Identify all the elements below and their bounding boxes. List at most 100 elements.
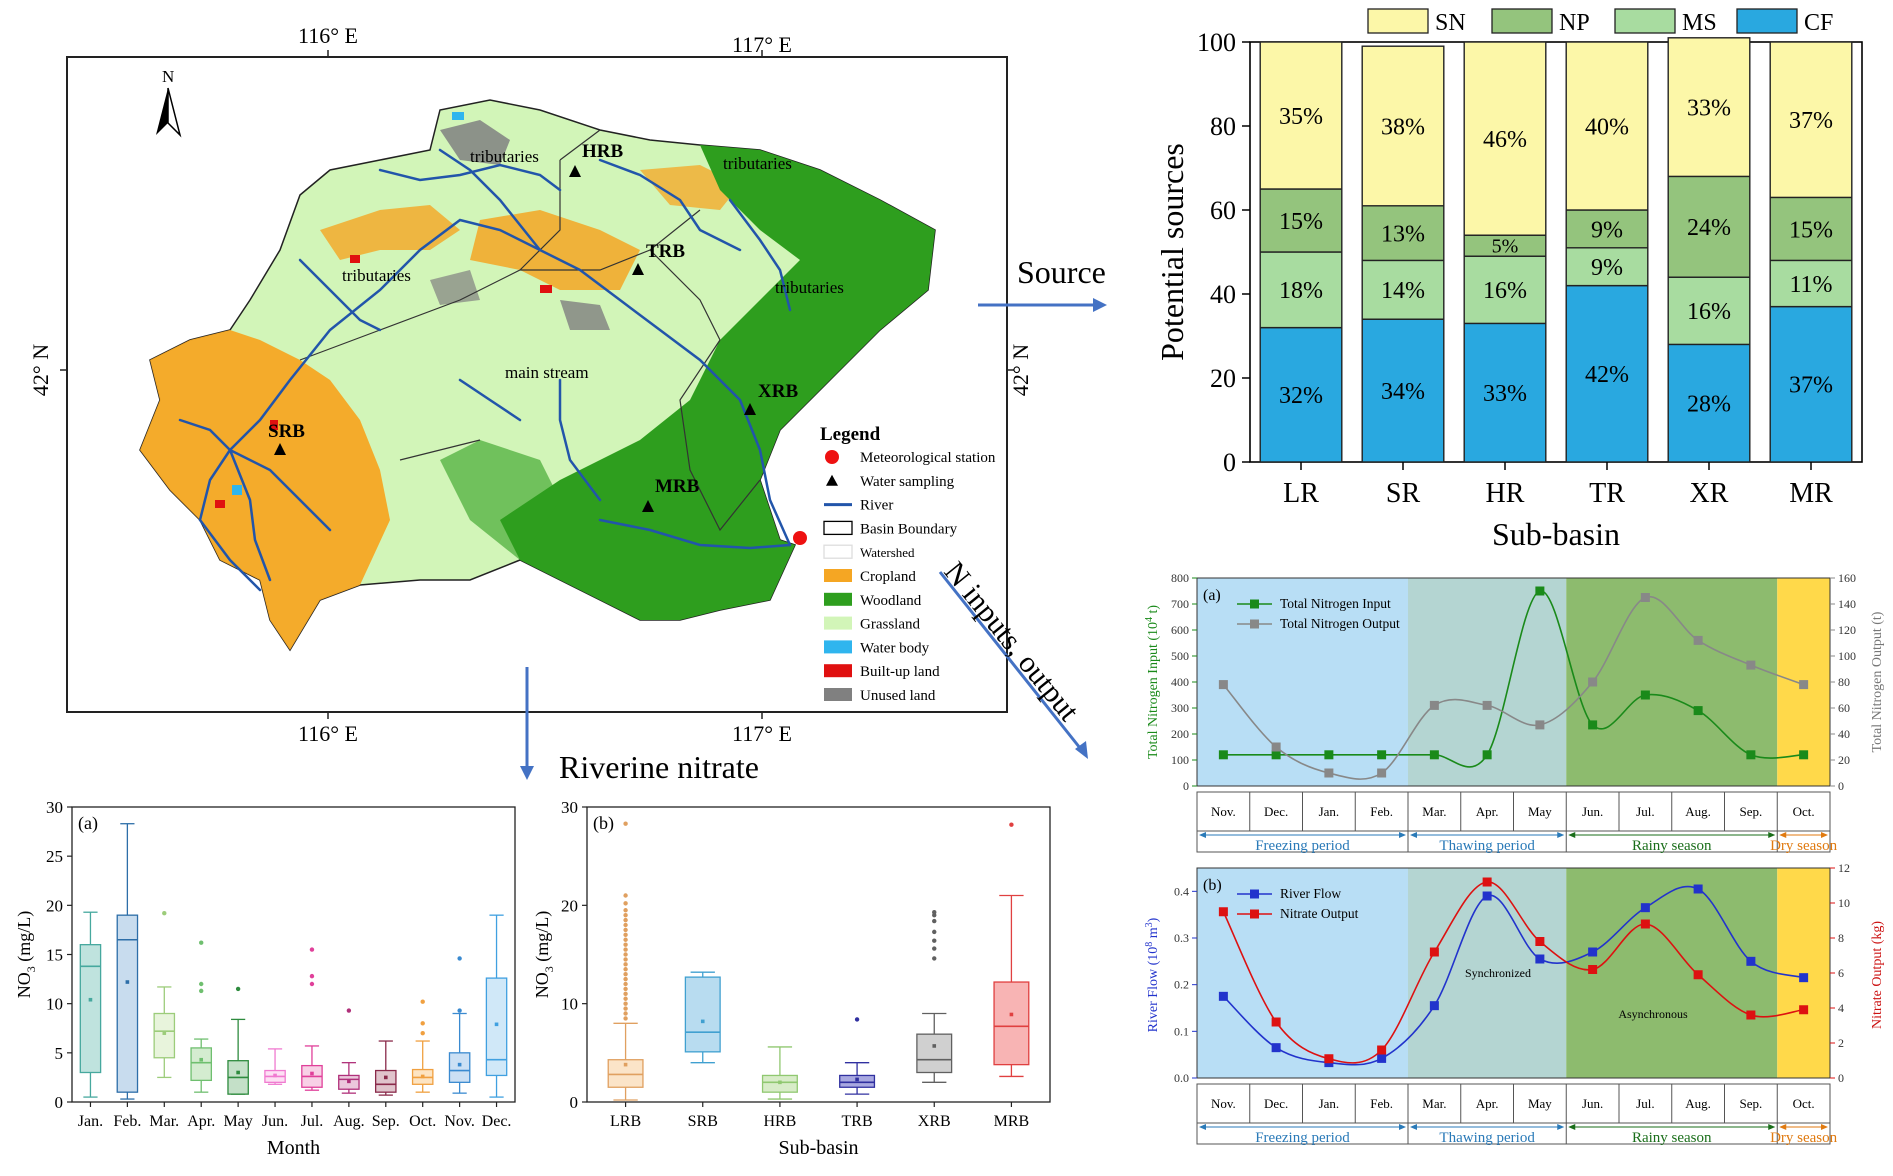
- box-outlier: [932, 918, 937, 924]
- y-left-tick-label: 600: [1171, 623, 1189, 637]
- box-outlier: [623, 893, 628, 898]
- y-right-tick-label: 80: [1838, 675, 1850, 689]
- box-outlier: [623, 927, 628, 933]
- series-point: [1799, 750, 1809, 760]
- box-body: [153, 1012, 176, 1059]
- sampling-point-hrb: [569, 165, 581, 177]
- place-label-mrb: MRB: [655, 476, 700, 497]
- series-point: [1429, 750, 1439, 760]
- box-mean: [623, 1062, 628, 1067]
- series-point: [1799, 1005, 1809, 1015]
- box-mean: [932, 1044, 937, 1048]
- x-axis-title: Month: [267, 1137, 320, 1159]
- series-point: [1218, 750, 1228, 760]
- legend-label: Meteorological station: [860, 450, 996, 466]
- box-outlier: [199, 981, 204, 987]
- built-up-patch: [270, 420, 278, 430]
- annotation-asynchronous: Asynchronous: [1618, 1007, 1688, 1021]
- series-point: [1377, 1045, 1387, 1055]
- bar-data-label: 15%: [1789, 217, 1833, 243]
- y-axis-title: NO3 (mg/L): [532, 911, 556, 999]
- bar-segment-sn: [1667, 37, 1751, 178]
- series-point: [1693, 706, 1703, 716]
- y-left-title-part: ): [1146, 917, 1161, 922]
- box-body: [916, 1033, 953, 1074]
- period-band: [1408, 868, 1567, 1078]
- unused-land-north: [440, 120, 510, 165]
- box-body: [190, 1047, 213, 1082]
- bar-data-label: 37%: [1789, 108, 1833, 134]
- panel-label: (b): [593, 813, 614, 834]
- x-tick-label: May: [1528, 804, 1552, 819]
- y-left-tick-label: 0.3: [1174, 931, 1189, 945]
- place-label-hrb: HRB: [582, 141, 624, 162]
- y-axis-title-part: NO: [532, 972, 552, 998]
- legend-label-sn: SN: [1435, 10, 1466, 36]
- period-bracket-head: [1821, 832, 1828, 838]
- panel-label: (b): [1203, 877, 1222, 894]
- y-tick-label: 25: [46, 847, 63, 866]
- bar-data-label: 16%: [1483, 278, 1527, 304]
- box-outlier: [623, 937, 628, 942]
- x-tick-label: Mar.: [1422, 804, 1446, 819]
- north-arrow-icon: [167, 87, 182, 138]
- series-point: [1535, 720, 1545, 730]
- x-tick-label: Feb.: [1370, 804, 1393, 819]
- legend-marker-water-sampling: [826, 474, 838, 486]
- legend-swatch-sn: [1367, 8, 1429, 34]
- series-point: [1218, 907, 1228, 917]
- water-body: [452, 112, 464, 120]
- series-point: [1640, 593, 1650, 602]
- sampling-point-trb: [632, 263, 644, 275]
- y-right-tick-label: 120: [1838, 623, 1856, 637]
- legend-label: Total Nitrogen Output: [1280, 616, 1400, 631]
- lon-label-top-117: 117° E: [732, 32, 792, 57]
- box-outlier: [623, 981, 628, 987]
- box-outlier: [932, 929, 937, 935]
- bar-data-label: 42%: [1585, 362, 1629, 388]
- box-outlier: [623, 986, 628, 992]
- period-bracket-head: [1768, 1124, 1776, 1130]
- x-tick-label: TRB: [842, 1113, 873, 1130]
- series-point: [1588, 947, 1598, 957]
- x-tick-label: Oct.: [409, 1113, 436, 1130]
- period-band: [1566, 578, 1778, 786]
- series-point: [1588, 677, 1598, 687]
- bar-data-label: 24%: [1687, 215, 1731, 241]
- box-outlier: [199, 940, 204, 945]
- box-outlier: [623, 976, 628, 982]
- series-point: [1535, 954, 1545, 964]
- period-band: [1777, 868, 1830, 1078]
- box-outlier: [235, 986, 241, 992]
- lon-label-bottom-116: 116° E: [298, 721, 358, 746]
- box-outlier: [623, 971, 628, 977]
- box-outlier: [623, 1001, 628, 1006]
- series-point: [1218, 991, 1228, 1001]
- y-axis-title-part: (mg/L): [532, 911, 553, 967]
- arrow-nitrate-head: [520, 766, 534, 780]
- x-tick-label: Apr.: [1476, 1096, 1499, 1111]
- x-tick-label: MR: [1789, 478, 1833, 509]
- river-flow-nitrate-chart: 0.0 0.1 0.2 0.3 0.4 0 2 4 6 8 10 12 River Flow Nitrat…: [1144, 861, 1885, 1146]
- period-bracket-head: [1821, 1124, 1828, 1130]
- bar-segment-sn: [1463, 41, 1547, 236]
- legend-label: Grassland: [860, 617, 920, 633]
- box-outlier: [623, 991, 628, 997]
- series-point: [1693, 970, 1703, 980]
- y-right-tick-label: 0: [1838, 1071, 1844, 1085]
- plot-frame: [71, 806, 516, 1103]
- x-tick-label: Jun.: [1582, 804, 1603, 819]
- period-bracket-head: [1399, 1124, 1406, 1130]
- y-left-tick-label: 200: [1171, 727, 1189, 741]
- y-tick-label: 15: [46, 946, 63, 965]
- x-tick-label: Oct.: [1793, 804, 1815, 819]
- box-outlier: [623, 901, 628, 906]
- sampling-point-xrb: [744, 403, 756, 415]
- series-point: [1482, 750, 1492, 760]
- box-outlier: [623, 942, 628, 947]
- box-outlier: [623, 932, 628, 938]
- y-right-axis-title: Nitrate Output (kg): [1870, 921, 1885, 1029]
- y-tick-label: 60: [1210, 196, 1236, 225]
- x-tick-label: Aug.: [1685, 1096, 1711, 1111]
- box-outlier: [623, 996, 628, 1001]
